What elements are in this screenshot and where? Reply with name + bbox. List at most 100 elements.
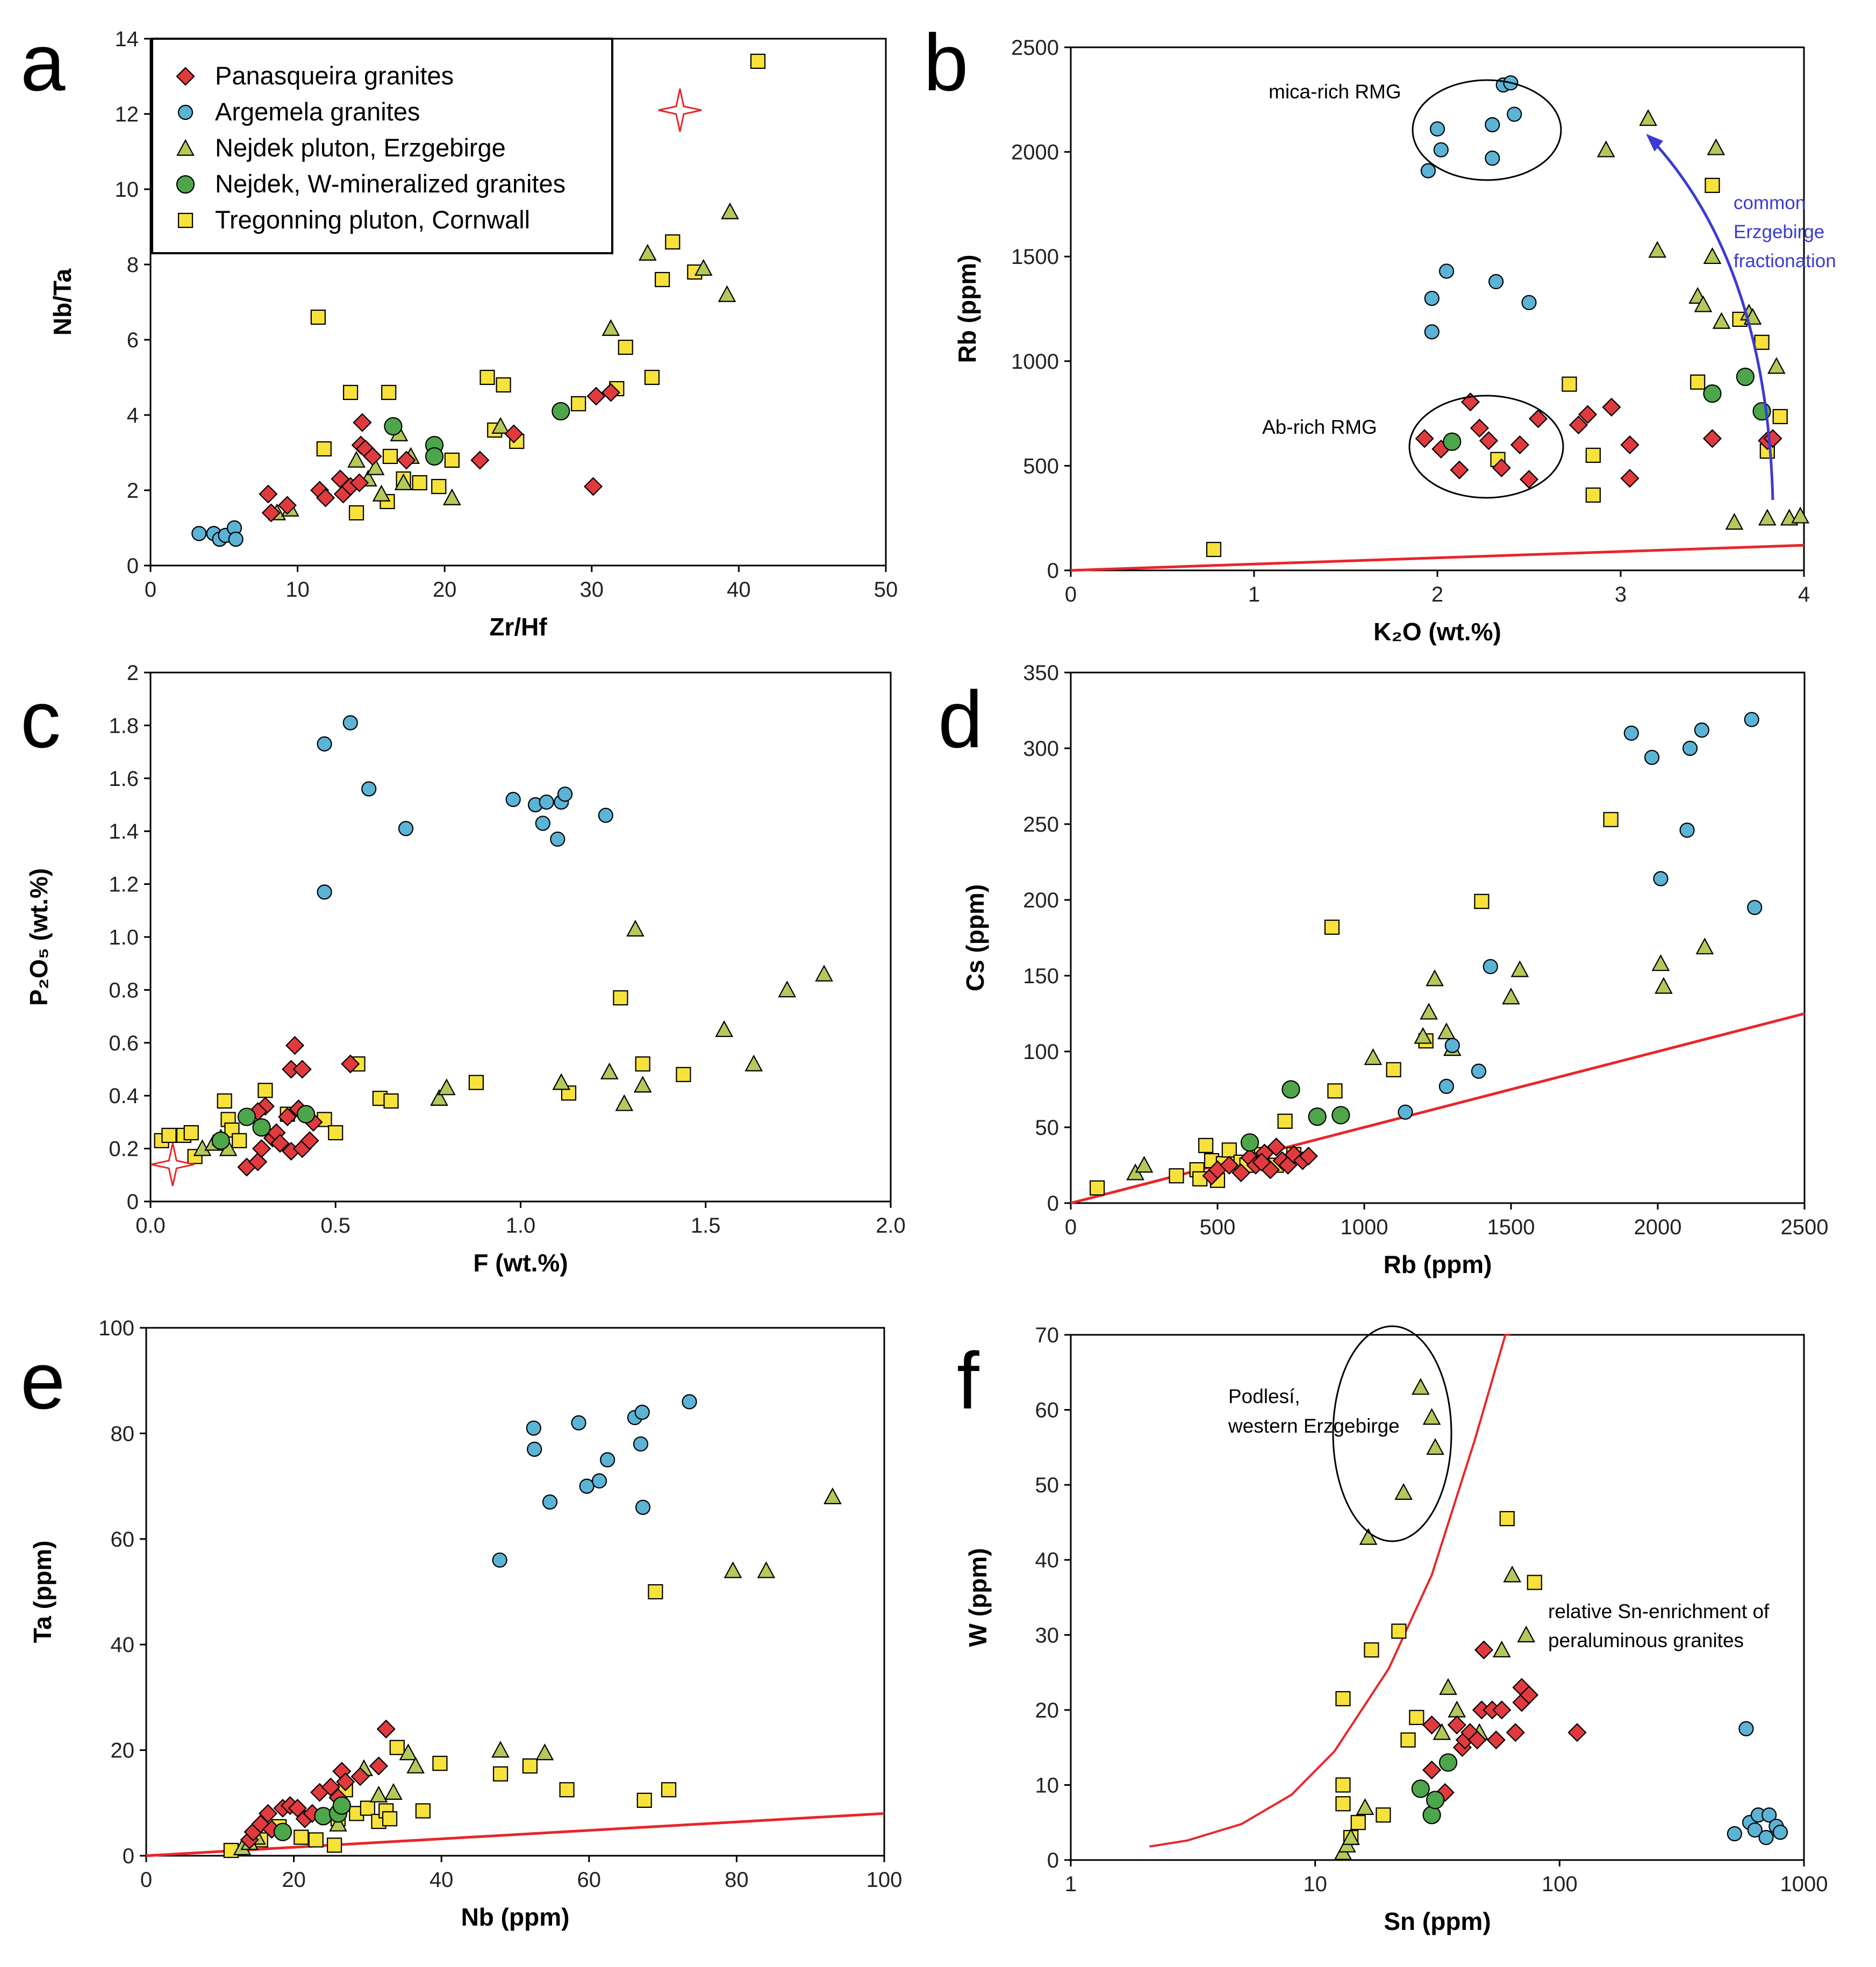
reference-curve-f — [1149, 1334, 1511, 1848]
data-point-nejdek — [1422, 1408, 1441, 1425]
legend-marker-panasqueira — [176, 67, 195, 86]
data-point-panasqueira — [1519, 1685, 1539, 1705]
data-point-nejdek — [552, 1073, 571, 1090]
data-point-argemela — [535, 816, 550, 831]
data-point-tregonning — [382, 448, 398, 464]
data-point-panasqueira — [248, 1152, 268, 1171]
data-point-tregonning — [161, 1127, 177, 1143]
data-point-tregonning — [1705, 177, 1720, 193]
data-point-nejdek — [718, 285, 736, 302]
data-point-argemela — [492, 1552, 507, 1568]
data-point-panasqueira — [350, 1767, 370, 1786]
data-point-tregonning — [383, 1093, 399, 1109]
x-tick-label-e: 80 — [725, 1868, 749, 1892]
data-point-argemela — [1488, 274, 1504, 290]
data-point-argemela — [527, 1441, 542, 1457]
data-point-tregonning — [661, 1782, 677, 1798]
y-tick-label-b: 1000 — [1011, 350, 1059, 374]
data-point-nejdek_w — [1281, 1080, 1300, 1099]
data-point-nejdek — [1502, 988, 1520, 1005]
x-tick-label-b: 2 — [1431, 583, 1443, 606]
data-point-argemela — [1747, 899, 1763, 915]
chart-c: 0.0 0.5 1.0 1.5 2.0 0 0.2 0.4 0.6 0.8 1.0 1.2 1.4 1.6… — [20, 661, 906, 1277]
data-point-panasqueira — [363, 447, 382, 466]
data-point-argemela — [505, 792, 521, 807]
data-point-panasqueira — [285, 1036, 305, 1055]
data-point-nejdek — [1517, 1625, 1536, 1643]
y-axis-label-f: W (ppm) — [964, 1548, 992, 1647]
y-tick-label-c: 0.6 — [109, 1032, 139, 1055]
data-point-nejdek_w — [1443, 432, 1462, 451]
data-point-argemela — [1424, 290, 1440, 306]
x-axis-label-a: Zr/Hf — [489, 613, 547, 641]
data-point-nejdek — [638, 244, 657, 261]
panel-label-a: a — [20, 17, 66, 108]
data-point-tregonning — [665, 234, 681, 250]
y-tick-label-d: 300 — [1023, 737, 1059, 761]
data-point-tregonning — [750, 53, 766, 69]
data-point-argemela — [1471, 1063, 1487, 1079]
legend-marker-tregonning — [177, 212, 194, 228]
x-tick-label-b: 3 — [1615, 583, 1627, 606]
data-point-argemela — [1483, 959, 1498, 975]
y-tick-label-a: 8 — [127, 253, 139, 277]
data-point-panasqueira — [259, 484, 278, 504]
data-point-argemela — [1438, 1078, 1454, 1094]
data-point-argemela — [635, 1499, 651, 1515]
data-point-argemela — [1485, 117, 1500, 133]
data-point-nejdek — [1725, 513, 1744, 530]
data-point-argemela — [539, 794, 554, 810]
data-point-nejdek — [430, 1089, 448, 1106]
data-point-nejdek — [1342, 1828, 1360, 1845]
x-tick-label-c: 0.5 — [320, 1214, 350, 1238]
data-point-panasqueira — [1479, 431, 1499, 450]
x-tick-label-c: 0.0 — [135, 1214, 166, 1238]
data-point-argemela — [600, 1452, 615, 1468]
data-point-argemela — [1762, 1807, 1777, 1823]
data-point-nejdek — [329, 1814, 347, 1832]
y-tick-label-d: 50 — [1035, 1116, 1059, 1140]
y-tick-label-a: 0 — [127, 554, 139, 578]
data-point-tregonning — [432, 1756, 448, 1771]
legend-box — [151, 38, 613, 254]
y-tick-label-f: 40 — [1035, 1549, 1059, 1572]
data-point-panasqueira — [261, 503, 281, 523]
x-tick-label-b: 4 — [1798, 583, 1810, 606]
y-axis-label-c: P₂O₅ (wt.%) — [25, 868, 53, 1006]
chart-d: 0 500 1000 1500 2000 2500 0 50 100 150 200 250 300 35… — [938, 661, 1828, 1278]
data-point-nejdek — [1695, 938, 1714, 955]
x-tick-label-d: 500 — [1200, 1215, 1236, 1239]
data-point-nejdek — [626, 919, 645, 937]
data-point-tregonning — [1400, 1732, 1416, 1748]
y-tick-label-e: 0 — [123, 1844, 134, 1868]
y-tick-label-f: 50 — [1035, 1474, 1059, 1497]
data-point-tregonning — [1386, 1062, 1401, 1077]
data-point-argemela — [1485, 151, 1500, 166]
x-tick-label-a: 30 — [580, 578, 604, 602]
data-point-tregonning — [559, 1782, 575, 1798]
data-point-tregonning — [1090, 1180, 1105, 1196]
x-tick-label-a: 10 — [285, 578, 310, 602]
data-point-argemela — [361, 781, 377, 797]
data-point-panasqueira — [1252, 1153, 1271, 1172]
data-point-tregonning — [613, 990, 628, 1006]
data-point-tregonning — [316, 441, 332, 457]
data-point-nejdek — [1135, 1156, 1154, 1173]
data-point-nejdek — [1411, 1378, 1430, 1395]
data-point-tregonning — [1198, 1138, 1214, 1153]
data-point-nejdek — [602, 319, 620, 336]
data-point-panasqueira — [1569, 415, 1588, 435]
data-point-argemela — [1653, 871, 1669, 886]
data-point-argemela — [342, 715, 358, 731]
data-point-argemela — [526, 1420, 541, 1436]
annotation-erzgebirge: Erzgebirge — [1734, 221, 1824, 242]
data-point-tregonning — [618, 339, 633, 355]
x-tick-label-e: 60 — [577, 1868, 602, 1892]
data-point-nejdek_w — [425, 447, 444, 466]
data-point-argemela — [317, 736, 332, 752]
chart-e: 0 20 40 60 80 100 0 20 40 60 80 100 Nb (ppm) Ta (ppm)… — [20, 1317, 902, 1931]
series-argemela-b — [1420, 75, 1537, 340]
data-point-tregonning — [479, 369, 495, 385]
y-tick-label-e: 20 — [111, 1739, 135, 1763]
data-point-argemela — [579, 1478, 595, 1494]
